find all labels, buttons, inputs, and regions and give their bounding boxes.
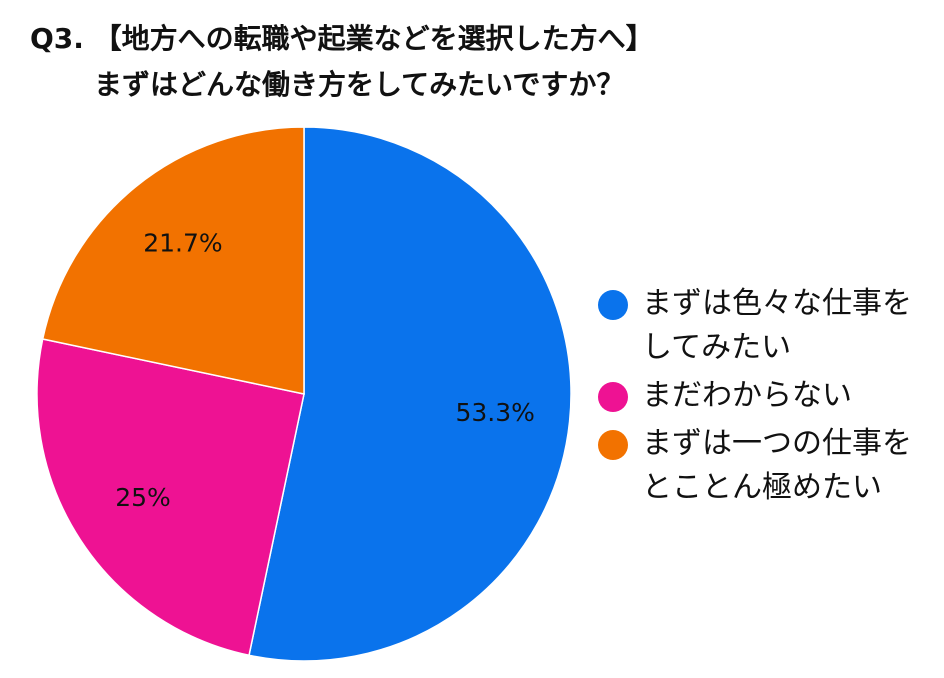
legend-label-undecided: まだわからない <box>642 378 852 413</box>
chart-title: Q3. 【地方への転職や起業などを選択した方へ】 まずはどんな働き方をしてみたい… <box>30 16 930 108</box>
chart-title-line-1: Q3. 【地方への転職や起業などを選択した方へ】 <box>30 22 654 55</box>
chart-title-line-2: まずはどんな働き方をしてみたいですか？ <box>94 68 625 101</box>
data-label-undecided: 25% <box>115 483 171 512</box>
slice-master-one-job <box>41 126 305 395</box>
data-label-master-one-job: 21.7% <box>143 229 222 258</box>
legend-item-undecided: まだわからない <box>598 374 938 418</box>
legend-item-master-one-job: まずは一つの仕事を とことん極めたい <box>598 422 938 510</box>
legend-swatch-various-jobs <box>598 290 628 320</box>
slice-various-jobs <box>248 126 572 662</box>
legend-item-various-jobs: まずは色々な仕事を してみたい <box>598 282 938 370</box>
legend: まずは色々な仕事を してみたい まだわからない まずは一つの仕事を とことん極め… <box>598 282 938 514</box>
slice-undecided <box>36 338 305 657</box>
legend-swatch-undecided <box>598 382 628 412</box>
legend-label-various-jobs: まずは色々な仕事を してみたい <box>642 286 912 365</box>
legend-swatch-master-one-job <box>598 430 628 460</box>
legend-label-master-one-job: まずは一つの仕事を とことん極めたい <box>642 426 912 505</box>
data-label-various-jobs: 53.3% <box>455 398 534 427</box>
